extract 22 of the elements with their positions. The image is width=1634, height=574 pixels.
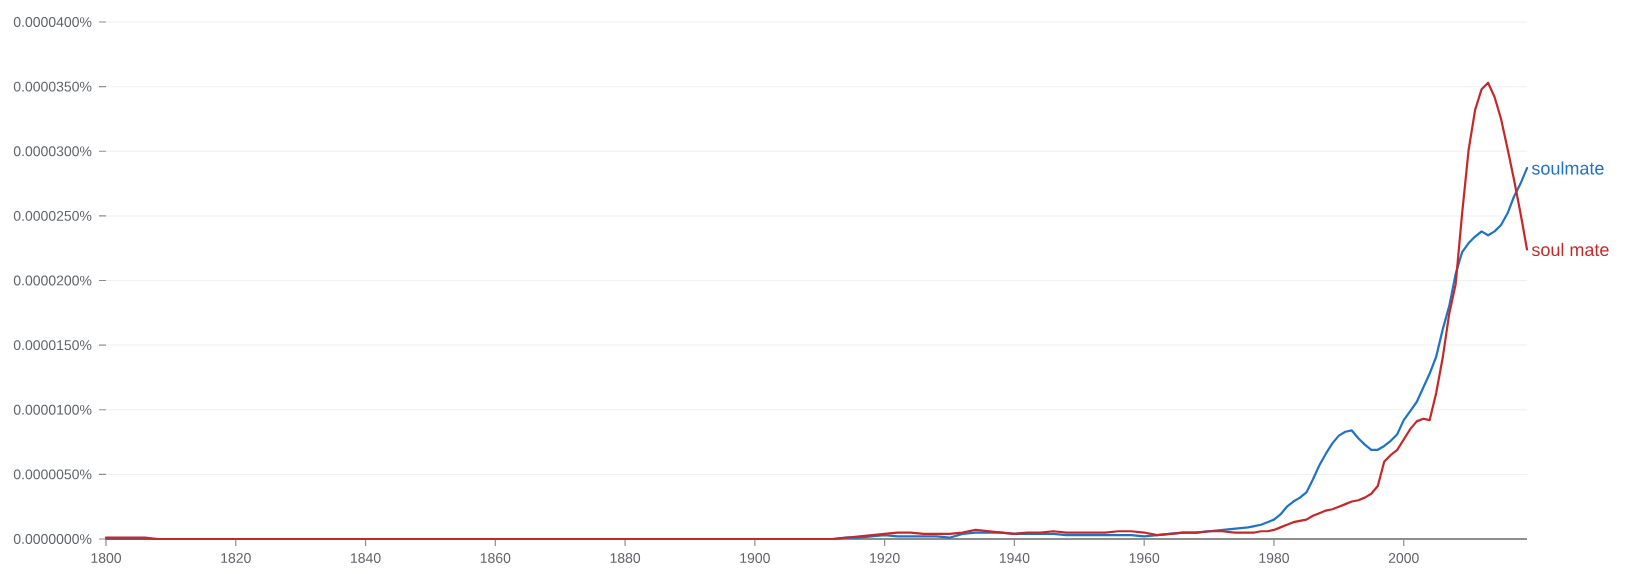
y-tick-label: 0.0000000%	[13, 534, 92, 544]
y-tick-label: 0.0000100%	[13, 404, 92, 415]
x-tick-label: 1940	[999, 553, 1030, 563]
x-tick-label: 1920	[870, 553, 900, 563]
y-tick-label: 0.0000300%	[13, 146, 92, 157]
x-tick-label: 1980	[1259, 553, 1289, 563]
series-label: soulmate	[1531, 161, 1604, 175]
x-tick-label: 1820	[221, 553, 251, 563]
x-tick-label: 1880	[610, 553, 641, 563]
x-tick-label: 1800	[91, 553, 122, 563]
y-tick-label: 0.0000050%	[13, 469, 92, 480]
y-tick-label: 0.0000400%	[13, 17, 92, 27]
y-tick-label: 0.0000350%	[13, 81, 92, 92]
x-tick-label: 1960	[1129, 553, 1160, 563]
x-tick-label: 2000	[1388, 553, 1419, 563]
y-tick-label: 0.0000150%	[13, 340, 92, 351]
x-tick-label: 1840	[351, 553, 381, 563]
x-tick-label: 1900	[740, 553, 770, 563]
y-tick-label: 0.0000250%	[13, 210, 92, 221]
y-tick-label: 0.0000200%	[13, 275, 92, 286]
x-tick-label: 1860	[480, 553, 511, 563]
series-label: soul mate	[1531, 242, 1609, 257]
